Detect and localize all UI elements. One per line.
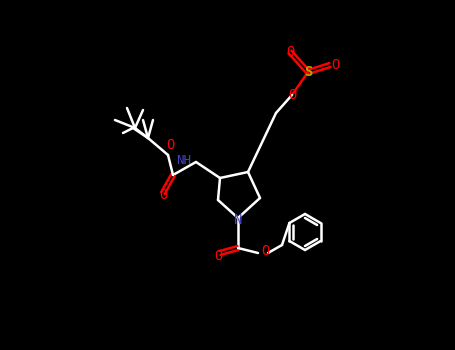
Text: N: N bbox=[234, 213, 242, 227]
Text: O: O bbox=[286, 45, 294, 59]
Text: NH: NH bbox=[176, 154, 191, 167]
Text: O: O bbox=[288, 88, 296, 102]
Text: S: S bbox=[304, 65, 312, 79]
Text: O: O bbox=[331, 58, 339, 72]
Text: O: O bbox=[159, 188, 167, 202]
Text: O: O bbox=[261, 244, 269, 258]
Text: O: O bbox=[214, 249, 222, 263]
Text: O: O bbox=[166, 138, 174, 152]
